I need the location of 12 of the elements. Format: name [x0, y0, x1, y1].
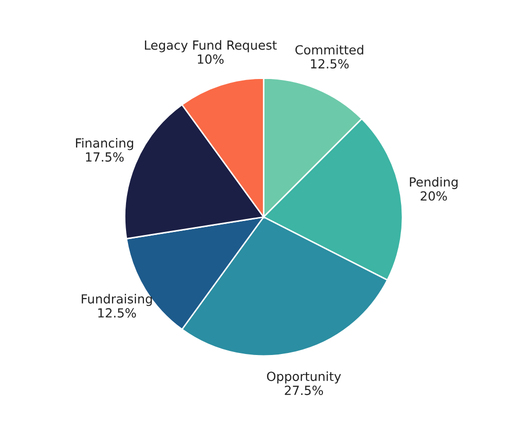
- slice-label: Pending: [410, 177, 458, 190]
- slice-label: Fundraising: [82, 294, 152, 306]
- slice-label: Committed: [295, 44, 364, 55]
- data-label: 17.5%: [86, 152, 124, 162]
- data-label: 12.5%: [98, 308, 136, 318]
- data-label: 12.5%: [311, 59, 349, 69]
- data-label: 20%: [420, 191, 447, 201]
- data-label: 10%: [198, 54, 224, 64]
- slice-label: Legacy Fund Request: [144, 40, 277, 52]
- slice-label: Financing: [76, 138, 134, 150]
- slice-label: Opportunity: [267, 371, 341, 384]
- data-label: 27.5%: [284, 386, 323, 396]
